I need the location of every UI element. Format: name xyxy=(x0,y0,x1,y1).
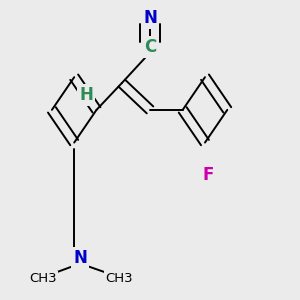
Text: N: N xyxy=(143,9,157,27)
Text: N: N xyxy=(73,250,87,268)
Text: CH3: CH3 xyxy=(29,272,57,285)
Text: H: H xyxy=(79,86,93,104)
Text: C: C xyxy=(144,38,156,56)
Text: F: F xyxy=(202,166,214,184)
Text: CH3: CH3 xyxy=(105,272,133,285)
